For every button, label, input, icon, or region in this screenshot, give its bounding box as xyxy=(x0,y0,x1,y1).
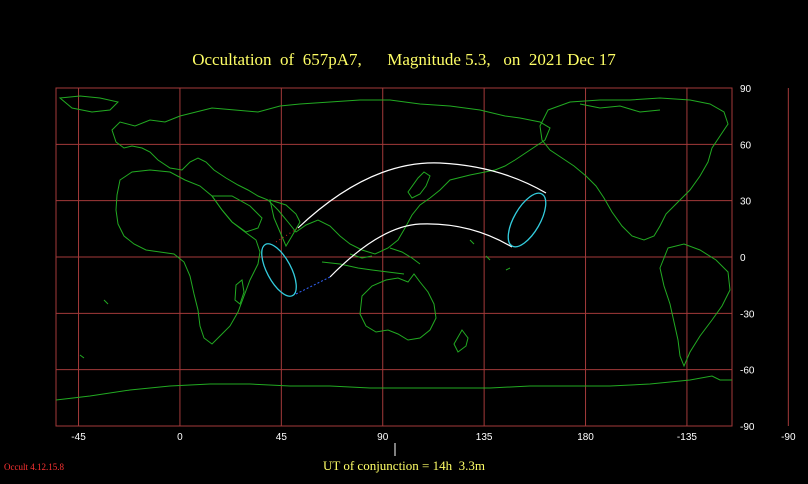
y-tick-label: 0 xyxy=(740,253,746,264)
y-tick-label: -90 xyxy=(740,422,755,433)
x-tick-label: 90 xyxy=(377,432,389,443)
x-tick-label: 0 xyxy=(177,432,183,443)
coast-antarctica xyxy=(56,375,732,401)
coastlines xyxy=(56,95,732,401)
y-tick-label: 30 xyxy=(740,197,752,208)
coast-north-america xyxy=(539,97,729,241)
grid-lines xyxy=(56,88,789,426)
x-axis-ticks: -45 0 45 90 135 180 -135 -90 xyxy=(71,432,796,443)
limb-ellipse-east xyxy=(507,192,547,248)
coast-madagascar xyxy=(234,279,245,305)
coast-eurasia xyxy=(111,99,551,255)
x-tick-label: 45 xyxy=(276,432,288,443)
north-limit-line xyxy=(297,162,547,229)
coast-australia xyxy=(359,273,437,341)
occultation-track xyxy=(261,162,547,297)
coast-arctic xyxy=(58,95,661,113)
ut-conjunction-label: UT of conjunction = 14h 3.3m xyxy=(323,458,485,473)
coast-japan xyxy=(407,171,431,199)
x-tick-label: 135 xyxy=(476,432,493,443)
y-tick-label: -60 xyxy=(740,366,755,377)
x-tick-label: -90 xyxy=(781,432,796,443)
y-tick-label: 90 xyxy=(740,84,752,95)
coast-arabia xyxy=(211,195,263,233)
coast-new-zealand xyxy=(453,329,469,353)
south-limit-line xyxy=(329,223,513,278)
x-tick-label: -135 xyxy=(677,432,697,443)
software-version: Occult 4.12.15.8 xyxy=(4,462,64,472)
coast-south-america xyxy=(659,243,731,368)
coast-islands xyxy=(79,239,511,359)
coast-india xyxy=(269,199,301,248)
track-dotted-north xyxy=(275,227,299,243)
x-tick-label: -45 xyxy=(71,432,86,443)
y-tick-label: 60 xyxy=(740,140,752,151)
y-axis-ticks: 90 60 30 0 -30 -60 -90 xyxy=(740,84,755,433)
limb-ellipse-west xyxy=(261,243,297,297)
coast-africa xyxy=(115,169,261,345)
x-tick-label: 180 xyxy=(577,432,594,443)
map-title: Occultation of 657pA7, Magnitude 5.3, on… xyxy=(192,50,616,69)
y-tick-label: -30 xyxy=(740,309,755,320)
